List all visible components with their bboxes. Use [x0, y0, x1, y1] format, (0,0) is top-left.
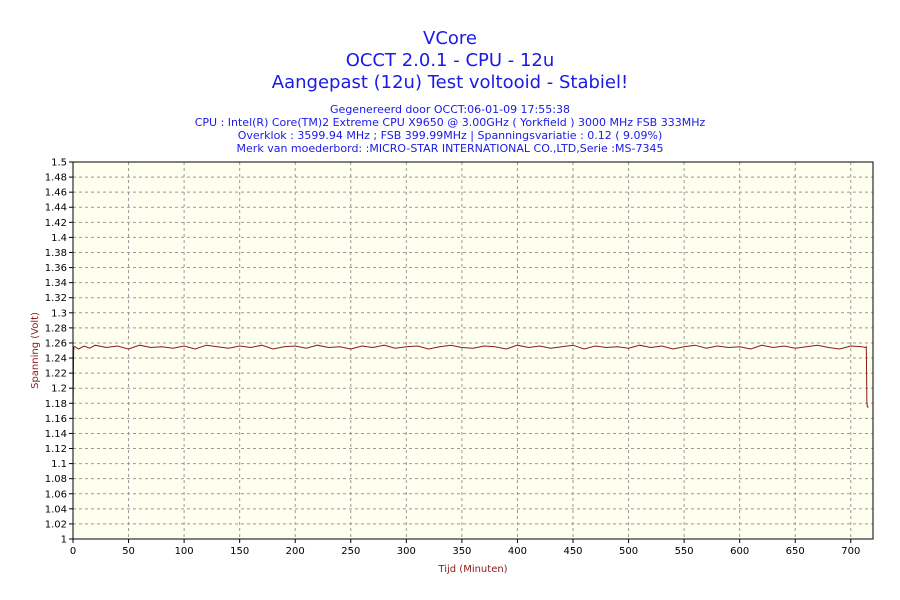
y-tick-label: 1.28	[45, 323, 67, 334]
y-tick-label: 1.12	[45, 444, 67, 455]
x-tick-label: 100	[175, 546, 194, 557]
y-tick-label: 1.16	[45, 414, 67, 425]
x-tick-label: 700	[841, 546, 860, 557]
x-tick-label: 450	[563, 546, 582, 557]
x-tick-label: 250	[341, 546, 360, 557]
y-tick-label: 1.18	[45, 399, 67, 410]
y-tick-label: 1.1	[51, 459, 67, 470]
info-line-overclock: Overklok : 3599.94 MHz ; FSB 399.99MHz |…	[237, 129, 663, 142]
x-tick-label: 350	[452, 546, 471, 557]
y-tick-label: 1.26	[45, 338, 67, 349]
info-line-generated: Gegenereerd door OCCT:06-01-09 17:55:38	[330, 103, 570, 116]
y-tick-label: 1.3	[51, 308, 67, 319]
y-tick-label: 1.42	[45, 218, 67, 229]
chart-subtitle: OCCT 2.0.1 - CPU - 12u	[345, 50, 555, 71]
y-tick-label: 1.34	[45, 278, 67, 289]
x-tick-label: 500	[619, 546, 638, 557]
y-tick-label: 1.08	[45, 474, 67, 485]
y-tick-label: 1.14	[45, 429, 67, 440]
y-tick-label: 1.4	[51, 233, 67, 244]
y-axis-title: Spanning (Volt)	[30, 312, 41, 389]
x-tick-label: 0	[70, 546, 76, 557]
x-tick-label: 300	[397, 546, 416, 557]
y-tick-label: 1.44	[45, 203, 67, 214]
y-tick-label: 1.04	[45, 504, 67, 515]
y-tick-label: 1.48	[45, 173, 67, 184]
y-tick-label: 1.5	[51, 158, 67, 169]
x-tick-label: 650	[786, 546, 805, 557]
plot-area	[73, 162, 873, 539]
x-tick-label: 50	[122, 546, 135, 557]
x-axis-ticks: 0 50 100 150 200 250 300 350 400 450 500 550 600 650 7…	[70, 539, 860, 557]
x-tick-label: 550	[675, 546, 694, 557]
y-tick-label: 1.46	[45, 188, 67, 199]
plot-border	[72, 161, 874, 540]
y-tick-label: 1.24	[45, 354, 67, 365]
info-line-cpu: CPU : Intel(R) Core(TM)2 Extreme CPU X96…	[194, 116, 706, 129]
y-tick-label: 1.06	[45, 489, 67, 500]
chart-title: VCore	[423, 28, 477, 49]
y-tick-label: 1.02	[45, 519, 67, 530]
y-tick-label: 1	[61, 535, 67, 546]
y-tick-label: 1.22	[45, 369, 67, 380]
vcore-series-line	[72, 344, 869, 419]
x-axis-title: Tijd (Minuten)	[437, 564, 507, 575]
x-tick-label: 200	[286, 546, 305, 557]
grid-lines	[73, 162, 873, 539]
y-tick-label: 1.32	[45, 293, 67, 304]
y-tick-label: 1.38	[45, 248, 67, 259]
chart-status: Aangepast (12u) Test voltooid - Stabiel!	[271, 72, 629, 93]
x-tick-label: 150	[230, 546, 249, 557]
info-line-motherboard: Merk van moederbord: :MICRO-STAR INTERNA…	[236, 142, 664, 155]
y-axis-ticks: 1 1.02 1.04 1.06 1.08 1.1 1.12 1.14 1.16 1.18 1.2 1…	[45, 158, 73, 546]
y-tick-label: 1.2	[51, 384, 67, 395]
x-tick-label: 400	[508, 546, 527, 557]
y-tick-label: 1.36	[45, 263, 67, 274]
x-tick-label: 600	[730, 546, 749, 557]
